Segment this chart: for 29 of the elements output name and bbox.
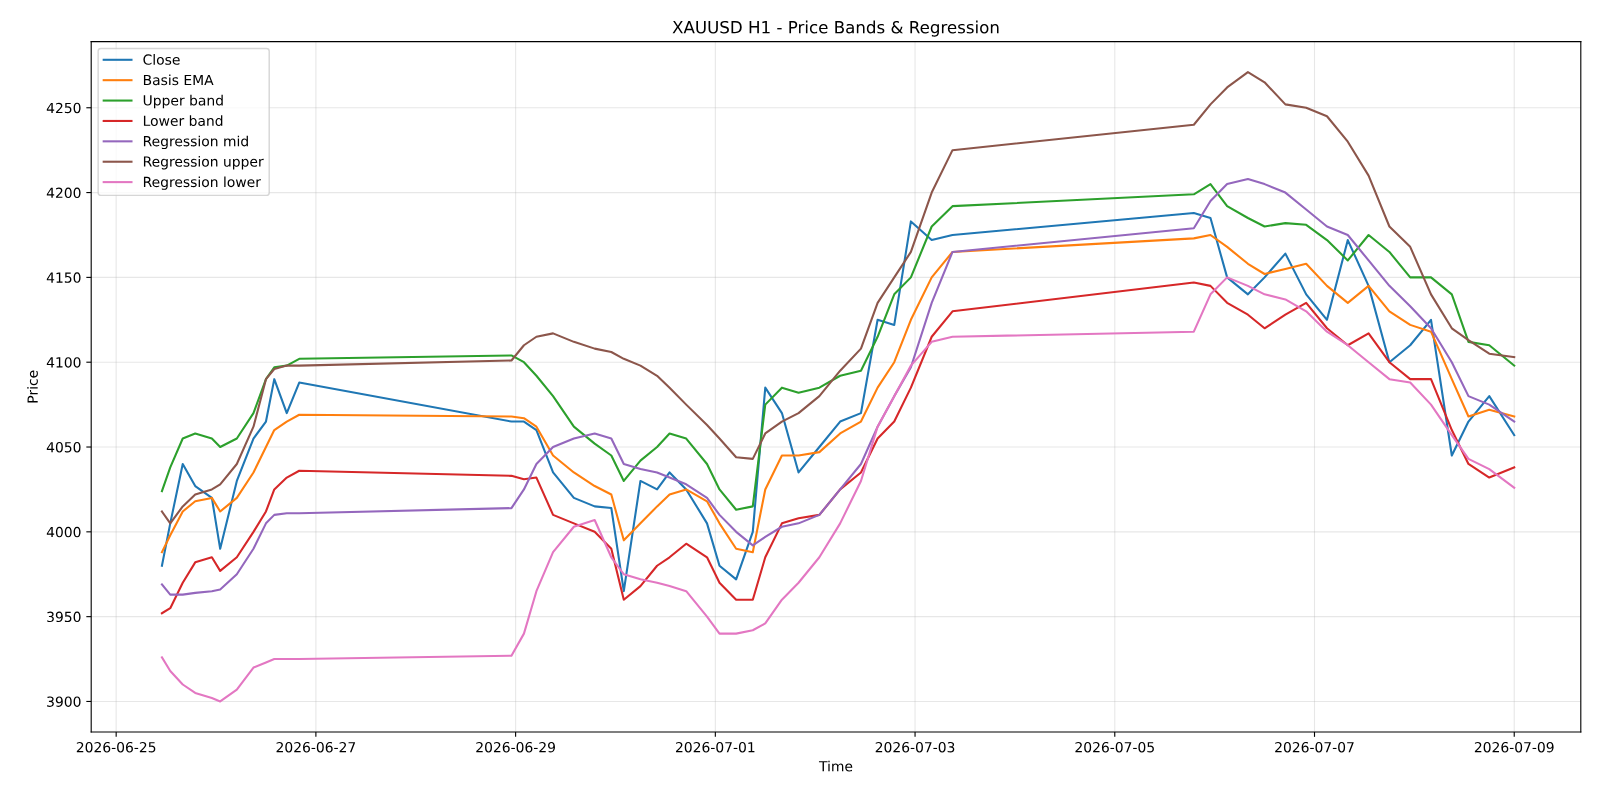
legend-label: Regression upper [143,156,264,170]
legend-label: Upper band [143,94,223,109]
legend-label: Regression mid [143,135,248,150]
y-tick-label: 4000 [46,526,81,538]
line-series [160,281,1516,615]
x-tick-label: 2026-07-01 [675,741,755,753]
line-series [160,276,1516,703]
x-tick-label: 2026-06-27 [276,741,356,753]
x-tick-label: 2026-07-05 [1075,741,1154,753]
legend-label: Close [143,54,180,65]
y-tick-label: 4200 [46,187,81,199]
line-series [160,233,1516,554]
legend-label: Regression lower [143,176,261,190]
y-tick-label: 3950 [47,611,81,623]
y-tick-label: 4250 [46,102,81,114]
legend-label: Basis EMA [143,74,214,86]
y-tick-label: 3900 [47,696,81,707]
y-tick-label: 4100 [46,357,81,368]
x-tick-label: 2026-07-03 [875,741,955,753]
x-tick-label: 2026-07-09 [1474,741,1554,753]
y-tick-label: 4050 [46,441,81,453]
x-tick-label: 2026-07-07 [1275,741,1354,753]
y-tick-label: 4150 [46,272,81,283]
legend-label: Lower band [143,115,223,127]
y-axis-title: Price [27,370,38,403]
x-tick-label: 2026-06-29 [476,741,555,753]
x-tick-label: 2026-06-25 [76,741,156,753]
chart-title: XAUUSD H1 - Price Bands & Regression [672,20,999,37]
x-axis-title: Time [818,760,853,772]
